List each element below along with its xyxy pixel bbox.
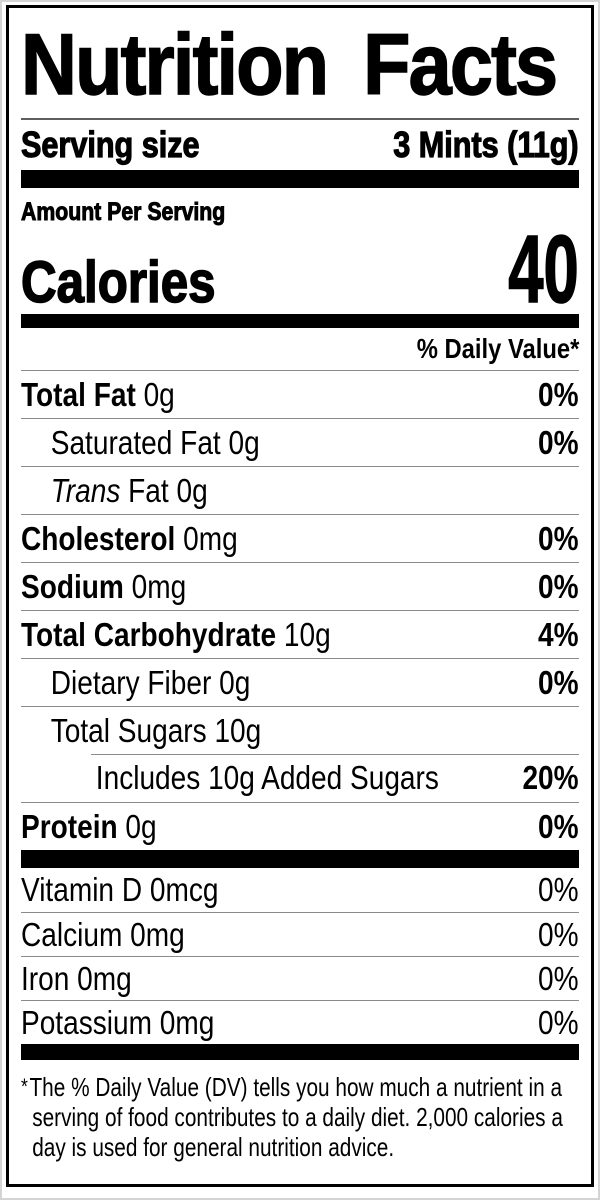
footnote: *The % Daily Value (DV) tells you how mu… bbox=[21, 1060, 579, 1162]
micronutrient-name: Vitamin D 0mcg bbox=[21, 871, 219, 908]
serving-size-value: 3 Mints (11g) bbox=[393, 123, 579, 165]
nutrient-name: Total Sugars 10g bbox=[50, 711, 262, 749]
micronutrient-row-calcium: Calcium 0mg 0% bbox=[21, 912, 579, 956]
micronutrient-name: Potassium 0mg bbox=[21, 1003, 215, 1041]
calories-label: Calories bbox=[20, 250, 216, 315]
micronutrient-dv: 0% bbox=[538, 915, 579, 953]
nutrient-row-cholesterol: Cholesterol 0mg 0% bbox=[21, 514, 579, 562]
nutrient-dv: 0% bbox=[538, 375, 579, 413]
micronutrient-dv: 0% bbox=[538, 959, 579, 997]
amount-per-serving-label: Amount Per Serving bbox=[21, 198, 226, 227]
micronutrient-row-vitamin-d: Vitamin D 0mcg 0% bbox=[21, 868, 579, 912]
daily-value-header: % Daily Value* bbox=[416, 333, 579, 364]
nutrient-name: Sodium 0mg bbox=[21, 567, 187, 605]
nutrient-row-total-carbohydrate: Total Carbohydrate 10g 4% bbox=[21, 610, 579, 658]
nutrient-row-sodium: Sodium 0mg 0% bbox=[21, 562, 579, 610]
footnote-text: The % Daily Value (DV) tells you how muc… bbox=[29, 1072, 563, 1162]
nutrient-dv: 0% bbox=[538, 663, 579, 701]
calories-row: Calories 40 bbox=[20, 216, 580, 323]
nutrient-dv: 0% bbox=[538, 519, 579, 557]
micronutrient-row-potassium: Potassium 0mg 0% bbox=[21, 1000, 579, 1044]
nutrient-row-dietary-fiber: Dietary Fiber 0g 0% bbox=[21, 658, 579, 706]
nutrient-dv: 4% bbox=[538, 615, 579, 653]
nutrition-facts-panel: Nutrition Facts Serving size 3 Mints (11… bbox=[6, 5, 594, 1187]
nutrient-dv: 0% bbox=[538, 567, 579, 605]
micronutrient-name: Iron 0mg bbox=[21, 959, 132, 997]
nutrient-row-total-sugars: Total Sugars 10g bbox=[21, 706, 579, 754]
nutrient-name: Dietary Fiber 0g bbox=[50, 663, 251, 701]
nutrient-name: Saturated Fat 0g bbox=[50, 423, 260, 461]
nutrient-dv: 20% bbox=[522, 759, 579, 796]
serving-size-label: Serving size bbox=[20, 123, 200, 165]
thick-divider-protein bbox=[21, 850, 579, 868]
calories-value: 40 bbox=[508, 216, 580, 323]
micronutrient-dv: 0% bbox=[538, 1003, 579, 1041]
thick-divider-calories bbox=[21, 314, 579, 328]
micronutrient-name: Calcium 0mg bbox=[21, 915, 185, 953]
nutrient-row-added-sugars: Includes 10g Added Sugars 20% bbox=[21, 754, 579, 802]
nutrient-dv: 0% bbox=[538, 423, 579, 461]
nutrient-row-trans-fat: Trans Fat 0g bbox=[21, 466, 579, 514]
title-divider bbox=[21, 118, 579, 120]
micronutrient-dv: 0% bbox=[538, 871, 579, 908]
nutrient-name: Total Fat 0g bbox=[21, 375, 175, 413]
micronutrient-row-iron: Iron 0mg 0% bbox=[21, 956, 579, 1000]
nutrient-name: Includes 10g Added Sugars bbox=[95, 759, 439, 796]
nutrient-row-saturated-fat: Saturated Fat 0g 0% bbox=[21, 418, 579, 466]
nutrient-row-protein: Protein 0g 0% bbox=[21, 802, 579, 850]
thick-divider-bottom bbox=[21, 1044, 579, 1060]
nutrient-name: Trans Fat 0g bbox=[50, 471, 208, 509]
thick-divider-top bbox=[21, 170, 579, 188]
nutrient-dv: 0% bbox=[538, 807, 579, 845]
footnote-asterisk: * bbox=[21, 1074, 28, 1099]
nutrient-row-total-fat: Total Fat 0g 0% bbox=[21, 370, 579, 418]
panel-title: Nutrition Facts bbox=[20, 17, 558, 113]
nutrient-name: Total Carbohydrate 10g bbox=[21, 615, 331, 653]
nutrient-name: Cholesterol 0mg bbox=[21, 519, 238, 557]
nutrient-name: Protein 0g bbox=[21, 807, 157, 845]
serving-size-row: Serving size 3 Mints (11g) bbox=[20, 120, 579, 170]
